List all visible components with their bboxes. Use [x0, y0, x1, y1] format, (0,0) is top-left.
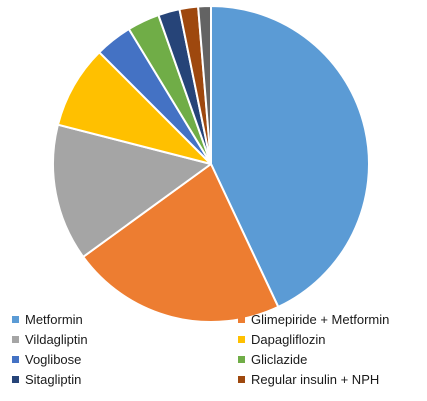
legend-label-voglibose: Voglibose — [25, 351, 82, 367]
legend-swatch-gliclazide — [238, 355, 245, 363]
pie-slices — [51, 5, 370, 323]
legend-item-metformin: Metformin — [12, 310, 238, 328]
legend-item-glimepiride-metformin: Glimepiride + Metformin — [238, 310, 422, 328]
legend-swatch-vildagliptin — [12, 335, 19, 343]
legend-item-voglibose: Voglibose — [12, 350, 238, 368]
pie-slice-other — [197, 5, 212, 165]
legend-swatch-sitagliptin — [12, 375, 19, 383]
legend-item-regular-insulin-nph: Regular insulin + NPH — [238, 370, 422, 388]
legend-swatch-voglibose — [12, 355, 19, 363]
legend-item-gliclazide: Gliclazide — [238, 350, 422, 368]
legend-label-sitagliptin: Sitagliptin — [25, 371, 82, 387]
legend-label-regular-insulin-nph: Regular insulin + NPH — [251, 371, 380, 387]
pie-slice-dapagliflozin — [56, 51, 212, 165]
pie-slice-metformin — [210, 5, 370, 308]
legend-label-glimepiride-metformin: Glimepiride + Metformin — [251, 311, 390, 327]
legend-label-metformin: Metformin — [25, 311, 83, 327]
legend-label-gliclazide: Gliclazide — [251, 351, 308, 367]
legend-swatch-regular-insulin-nph — [238, 375, 245, 383]
legend-item-sitagliptin: Sitagliptin — [12, 370, 238, 388]
legend-swatch-dapagliflozin — [238, 335, 245, 343]
legend-item-vildagliptin: Vildagliptin — [12, 330, 238, 348]
pie-slice-glimepiride-metformin — [82, 163, 280, 323]
chart-legend: Metformin Glimepiride + Metformin Vildag… — [12, 310, 422, 388]
legend-label-dapagliflozin: Dapagliflozin — [251, 331, 326, 347]
legend-swatch-metformin — [12, 315, 19, 323]
legend-label-vildagliptin: Vildagliptin — [25, 331, 88, 347]
pie-slice-vildagliptin — [51, 123, 212, 258]
legend-item-dapagliflozin: Dapagliflozin — [238, 330, 422, 348]
legend-swatch-glimepiride-metformin — [238, 315, 245, 323]
